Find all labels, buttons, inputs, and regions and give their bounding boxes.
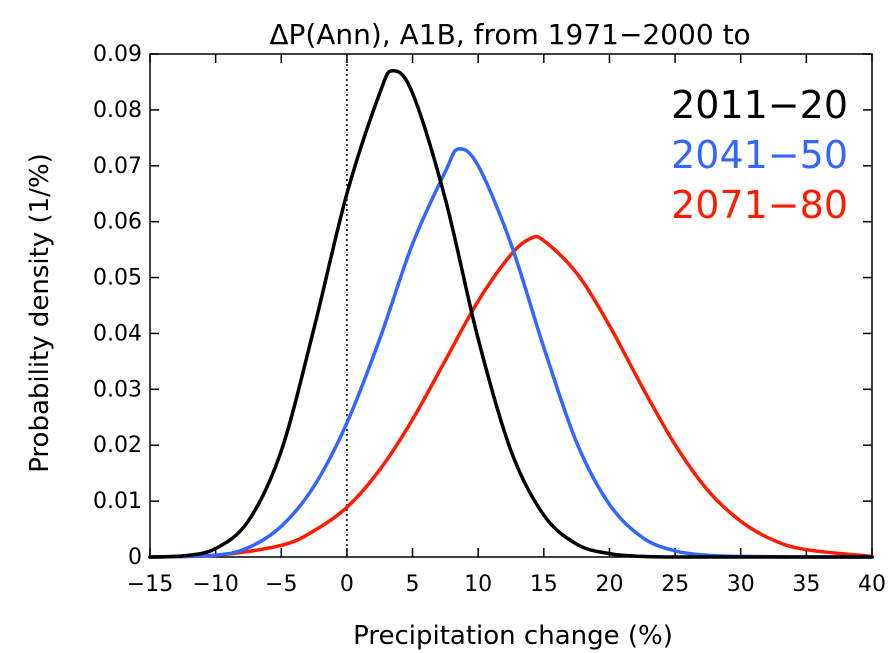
x-axis-label: Precipitation change (%) — [353, 621, 673, 651]
chart-title: ΔP(Ann), A1B, from 1971−2000 to — [269, 18, 750, 51]
plot-frame — [150, 54, 872, 557]
x-tick-label: −10 — [192, 572, 238, 597]
y-tick-label: 0.05 — [93, 266, 142, 291]
y-tick-label: 0.07 — [93, 154, 142, 179]
x-tick-label: 25 — [661, 572, 689, 597]
x-tick-label: 0 — [340, 572, 354, 597]
y-tick-label: 0.01 — [93, 489, 142, 514]
x-tick-label: −15 — [127, 572, 173, 597]
y-axis-label: Probability density (1/%) — [25, 153, 55, 473]
series-line-3 — [150, 236, 872, 557]
x-tick-label: 20 — [595, 572, 623, 597]
y-tick-label: 0.03 — [93, 377, 142, 402]
x-tick-label: 40 — [858, 572, 886, 597]
y-tick-label: 0.06 — [93, 210, 142, 235]
x-tick-label: 30 — [727, 572, 755, 597]
legend-entry-1: 2011−20 — [671, 83, 848, 127]
x-tick-label: 5 — [406, 572, 420, 597]
x-tick-label: 15 — [530, 572, 558, 597]
x-tick-label: 10 — [464, 572, 492, 597]
legend-entry-3: 2071−80 — [671, 183, 848, 227]
x-tick-label: −5 — [265, 572, 297, 597]
y-tick-label: 0.02 — [93, 433, 142, 458]
y-tick-label: 0.09 — [93, 42, 142, 67]
y-tick-label: 0.08 — [93, 98, 142, 123]
x-tick-label: 35 — [792, 572, 820, 597]
legend: 2011−20 2041−50 2071−80 — [671, 83, 848, 227]
y-tick-label: 0 — [128, 545, 142, 570]
legend-entry-2: 2041−50 — [671, 133, 848, 177]
y-tick-label: 0.04 — [93, 321, 142, 346]
